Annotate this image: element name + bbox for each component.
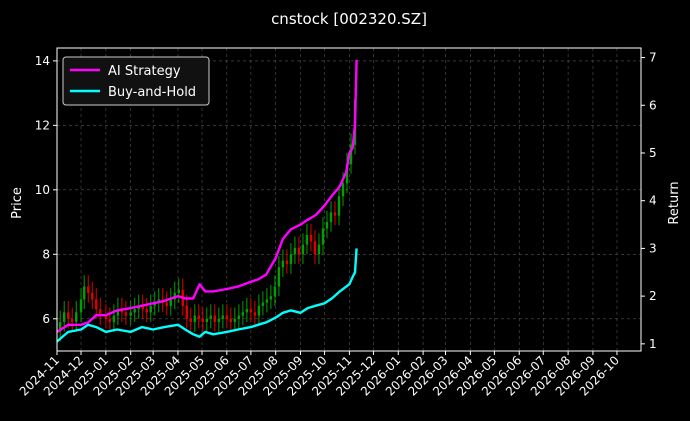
candle-body — [129, 312, 132, 316]
candle-body — [213, 315, 217, 322]
candle-body — [273, 286, 277, 297]
candle-body — [293, 247, 297, 255]
candle-body — [269, 296, 273, 300]
series-line-buy-and-hold — [56, 248, 358, 343]
candle-body — [257, 305, 261, 316]
y2-tick-label: 6 — [649, 98, 657, 112]
candles — [59, 88, 357, 342]
candle-body — [281, 260, 285, 268]
candle-body — [321, 228, 325, 245]
candle-body — [245, 309, 249, 313]
candle-body — [75, 312, 78, 322]
candle-body — [313, 241, 317, 255]
y-tick-label: 14 — [35, 54, 50, 68]
candle-body — [341, 183, 345, 197]
candle-body — [209, 315, 213, 319]
candle-body — [253, 312, 257, 316]
y2-tick-label: 5 — [649, 146, 657, 160]
candle-body — [325, 222, 329, 229]
y2-tick-label: 7 — [649, 51, 657, 65]
candle-body — [185, 305, 188, 319]
candle-body — [79, 299, 83, 313]
candle-body — [349, 144, 353, 165]
candle-body — [165, 302, 168, 306]
y-tick-label: 10 — [35, 183, 50, 197]
candle-body — [99, 309, 102, 316]
candle-body — [95, 299, 98, 310]
candle-body — [124, 312, 128, 316]
candle-body — [249, 309, 253, 313]
candle-body — [301, 244, 305, 255]
candle-body — [345, 164, 349, 184]
y-tick-label: 12 — [35, 118, 50, 132]
candle-body — [91, 292, 94, 300]
y-tick-label: 8 — [42, 247, 50, 261]
candle-body — [329, 212, 333, 223]
candle-body — [241, 312, 245, 316]
candle-body — [221, 315, 225, 319]
candle-body — [83, 286, 86, 300]
y2-tick-label: 3 — [649, 241, 657, 255]
candle-body — [153, 302, 156, 306]
candle-body — [193, 315, 196, 322]
candle-body — [201, 318, 204, 322]
y-tick-label: 6 — [42, 312, 50, 326]
candle-body — [309, 234, 313, 242]
candle-body — [63, 312, 66, 322]
candle-body — [289, 254, 293, 264]
plot-frame — [56, 47, 642, 352]
y2-tick-label: 4 — [649, 194, 657, 208]
candle-body — [337, 196, 341, 216]
candle-body — [141, 305, 144, 310]
candle-body — [116, 309, 120, 316]
candle-body — [233, 318, 237, 322]
candle-body — [261, 302, 265, 306]
y2-axis-label: Return — [667, 181, 682, 224]
candle-body — [217, 318, 221, 322]
candle-body — [189, 318, 192, 322]
candle-body — [265, 299, 269, 303]
candle-body — [87, 286, 90, 293]
candle-body — [297, 247, 301, 255]
candle-body — [277, 267, 281, 287]
candle-body — [305, 234, 309, 245]
candle-body — [71, 318, 74, 322]
y2-tick-label: 2 — [649, 289, 657, 303]
series-line-ai-strategy — [56, 59, 358, 333]
candle-body — [112, 315, 116, 322]
candle-body — [59, 321, 62, 332]
candle-body — [67, 312, 70, 319]
candle-body — [149, 305, 152, 313]
legend: AI Strategy Buy-and-Hold — [62, 56, 210, 106]
candle-body — [177, 289, 180, 293]
candle-body — [133, 309, 136, 313]
candle-body — [225, 315, 229, 319]
series-lines — [56, 59, 358, 343]
candle-body — [205, 318, 209, 322]
candle-body — [229, 318, 233, 322]
candle-body — [197, 315, 200, 319]
y2-tick-label: 1 — [649, 337, 657, 351]
legend-buy-and-hold-label: Buy-and-Hold — [108, 85, 196, 100]
candle-body — [333, 212, 337, 216]
chart-title: cnstock [002320.SZ] — [271, 10, 427, 28]
candle-body — [145, 309, 148, 313]
candle-body — [104, 315, 108, 319]
candle-body — [285, 260, 289, 264]
candle-body — [237, 315, 241, 319]
candle-body — [317, 244, 321, 255]
candle-body — [169, 299, 172, 306]
y-axis-label: Price — [10, 187, 25, 219]
legend-ai-strategy-label: AI Strategy — [108, 64, 181, 79]
candle-body — [108, 318, 112, 322]
